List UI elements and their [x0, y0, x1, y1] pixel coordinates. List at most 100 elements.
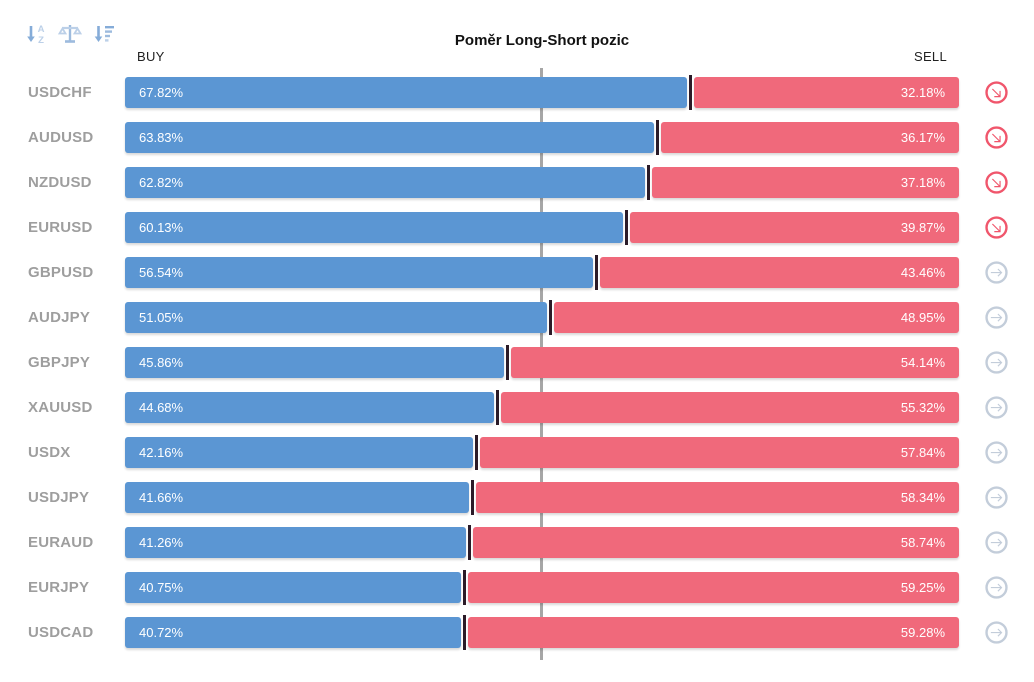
- trend-right-icon[interactable]: [985, 531, 1008, 554]
- symbol-label: GBPJPY: [28, 354, 91, 371]
- buy-sell-divider: [463, 615, 467, 650]
- table-row: GBPUSD 56.54% 43.46%: [0, 255, 1034, 290]
- trend-right-icon[interactable]: [985, 486, 1008, 509]
- balance-scale-icon[interactable]: [56, 20, 84, 48]
- sort-alphabetical-icon[interactable]: A Z: [22, 20, 50, 48]
- trend-icon-cell: [959, 81, 1034, 104]
- buy-value: 44.68%: [139, 400, 184, 415]
- buy-bar: 40.72%: [125, 617, 462, 648]
- symbol-label: USDCHF: [28, 84, 92, 101]
- buy-sell-divider: [689, 75, 693, 110]
- ratio-bar: 41.66% 58.34%: [125, 480, 959, 515]
- sort-toolbar: A Z: [22, 20, 118, 48]
- sell-value: 59.25%: [900, 580, 945, 595]
- buy-bar: 40.75%: [125, 572, 462, 603]
- sell-value: 43.46%: [900, 265, 945, 280]
- ratio-bar: 56.54% 43.46%: [125, 255, 959, 290]
- buy-bar: 41.26%: [125, 527, 466, 558]
- trend-right-icon[interactable]: [985, 351, 1008, 374]
- trend-down-icon[interactable]: [985, 81, 1008, 104]
- buy-value: 42.16%: [139, 445, 184, 460]
- buy-value: 40.75%: [139, 580, 184, 595]
- trend-icon-cell: [959, 216, 1034, 239]
- table-row: XAUUSD 44.68% 55.32%: [0, 390, 1034, 425]
- ratio-bar: 45.86% 54.14%: [125, 345, 959, 380]
- buy-sell-divider: [475, 435, 479, 470]
- sell-value: 48.95%: [900, 310, 945, 325]
- ratio-bar: 63.83% 36.17%: [125, 120, 959, 155]
- buy-bar: 42.16%: [125, 437, 474, 468]
- ratio-bar: 42.16% 57.84%: [125, 435, 959, 470]
- trend-icon-cell: [959, 621, 1034, 644]
- symbol-label: EURJPY: [28, 579, 90, 596]
- sell-bar: 43.46%: [600, 257, 959, 288]
- buy-value: 40.72%: [139, 625, 184, 640]
- buy-sell-divider: [624, 210, 628, 245]
- trend-right-icon[interactable]: [985, 441, 1008, 464]
- table-row: EURJPY 40.75% 59.25%: [0, 570, 1034, 605]
- buy-sell-divider: [505, 345, 509, 380]
- trend-icon-cell: [959, 396, 1034, 419]
- sell-value: 39.87%: [900, 220, 945, 235]
- buy-sell-divider: [595, 255, 599, 290]
- sell-value: 57.84%: [900, 445, 945, 460]
- buy-bar: 56.54%: [125, 257, 594, 288]
- trend-icon-cell: [959, 261, 1034, 284]
- trend-icon-cell: [959, 576, 1034, 599]
- trend-down-icon[interactable]: [985, 126, 1008, 149]
- sell-bar: 39.87%: [629, 212, 959, 243]
- trend-right-icon[interactable]: [985, 261, 1008, 284]
- sell-value: 58.74%: [900, 535, 945, 550]
- symbol-label: USDCAD: [28, 624, 94, 641]
- buy-bar: 62.82%: [125, 167, 646, 198]
- trend-right-icon[interactable]: [985, 621, 1008, 644]
- symbol-label: GBPUSD: [28, 264, 94, 281]
- chart-title: Poměr Long-Short pozic: [454, 32, 630, 49]
- symbol-label: EURUSD: [28, 219, 93, 236]
- table-row: GBPJPY 45.86% 54.14%: [0, 345, 1034, 380]
- trend-down-icon[interactable]: [985, 171, 1008, 194]
- symbol-label: NZDUSD: [28, 174, 92, 191]
- trend-icon-cell: [959, 171, 1034, 194]
- buy-sell-divider: [655, 120, 659, 155]
- symbol-label: AUDUSD: [28, 129, 94, 146]
- sell-bar: 55.32%: [501, 392, 959, 423]
- buy-value: 41.26%: [139, 535, 184, 550]
- trend-icon-cell: [959, 486, 1034, 509]
- symbol-label: XAUUSD: [28, 399, 93, 416]
- ratio-bar: 40.75% 59.25%: [125, 570, 959, 605]
- trend-right-icon[interactable]: [985, 396, 1008, 419]
- sort-amount-icon[interactable]: [90, 20, 118, 48]
- buy-bar: 67.82%: [125, 77, 688, 108]
- sell-bar: 36.17%: [660, 122, 959, 153]
- buy-bar: 51.05%: [125, 302, 548, 333]
- symbol-label: USDX: [28, 444, 71, 461]
- table-row: AUDUSD 63.83% 36.17%: [0, 120, 1034, 155]
- buy-sell-divider: [470, 480, 474, 515]
- table-row: EURUSD 60.13% 39.87%: [0, 210, 1034, 245]
- table-row: USDX 42.16% 57.84%: [0, 435, 1034, 470]
- trend-icon-cell: [959, 126, 1034, 149]
- sell-value: 54.14%: [900, 355, 945, 370]
- trend-icon-cell: [959, 306, 1034, 329]
- sell-bar: 37.18%: [652, 167, 959, 198]
- sell-value: 55.32%: [900, 400, 945, 415]
- buy-bar: 41.66%: [125, 482, 469, 513]
- trend-down-icon[interactable]: [985, 216, 1008, 239]
- trend-right-icon[interactable]: [985, 306, 1008, 329]
- buy-bar: 63.83%: [125, 122, 654, 153]
- buy-value: 67.82%: [139, 85, 184, 100]
- trend-right-icon[interactable]: [985, 576, 1008, 599]
- buy-bar: 44.68%: [125, 392, 495, 423]
- sell-header: SELL: [913, 49, 947, 64]
- sell-bar: 48.95%: [554, 302, 959, 333]
- symbol-label: AUDJPY: [28, 309, 91, 326]
- buy-value: 45.86%: [139, 355, 184, 370]
- ratio-bar: 60.13% 39.87%: [125, 210, 959, 245]
- buy-bar: 60.13%: [125, 212, 623, 243]
- buy-value: 51.05%: [139, 310, 184, 325]
- sell-value: 36.17%: [900, 130, 945, 145]
- buy-sell-divider: [647, 165, 651, 200]
- sell-value: 32.18%: [900, 85, 945, 100]
